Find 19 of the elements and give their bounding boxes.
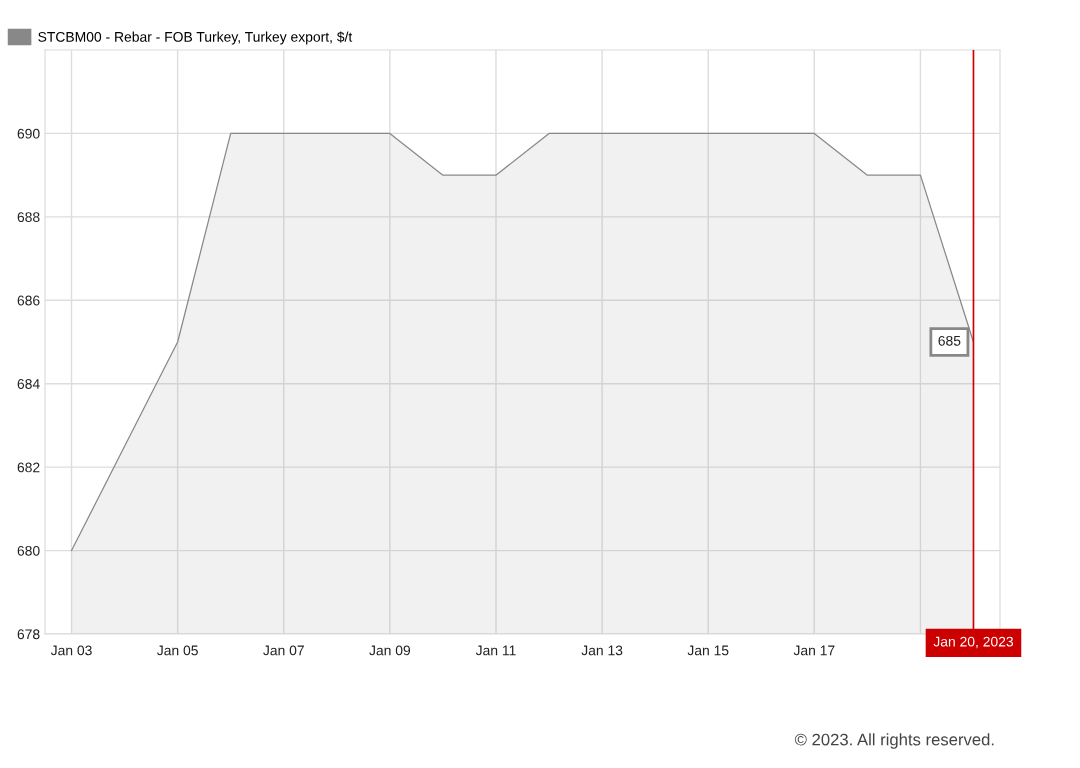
y-tick-label: 682 — [17, 462, 40, 473]
x-tick-label: Jan 15 — [687, 645, 729, 656]
x-tick-label: Jan 07 — [263, 645, 304, 656]
x-tick-label: Jan 13 — [581, 645, 623, 656]
x-tick-label: Jan 09 — [369, 645, 411, 656]
x-tick-label: Jan 03 — [50, 645, 92, 656]
x-tick-label: Jan 11 — [475, 645, 516, 656]
y-tick-label: 684 — [17, 379, 40, 389]
legend-label: STCBM00 - Rebar - FOB Turkey, Turkey export, $/t — [38, 31, 353, 45]
data-label: 685 — [938, 335, 961, 346]
y-tick-label: 686 — [17, 295, 40, 306]
ref-line-label: Jan 20, 2023 — [933, 636, 1014, 649]
y-tick-label: 688 — [17, 212, 40, 223]
x-tick-label: Jan 17 — [793, 645, 835, 656]
y-tick-label: 680 — [17, 545, 40, 556]
y-tick-label: 678 — [17, 629, 40, 640]
y-tick-label: 690 — [17, 128, 40, 139]
text: © 2023. All rights reserved. — [794, 733, 994, 749]
x-tick-label: Jan 05 — [157, 645, 198, 656]
